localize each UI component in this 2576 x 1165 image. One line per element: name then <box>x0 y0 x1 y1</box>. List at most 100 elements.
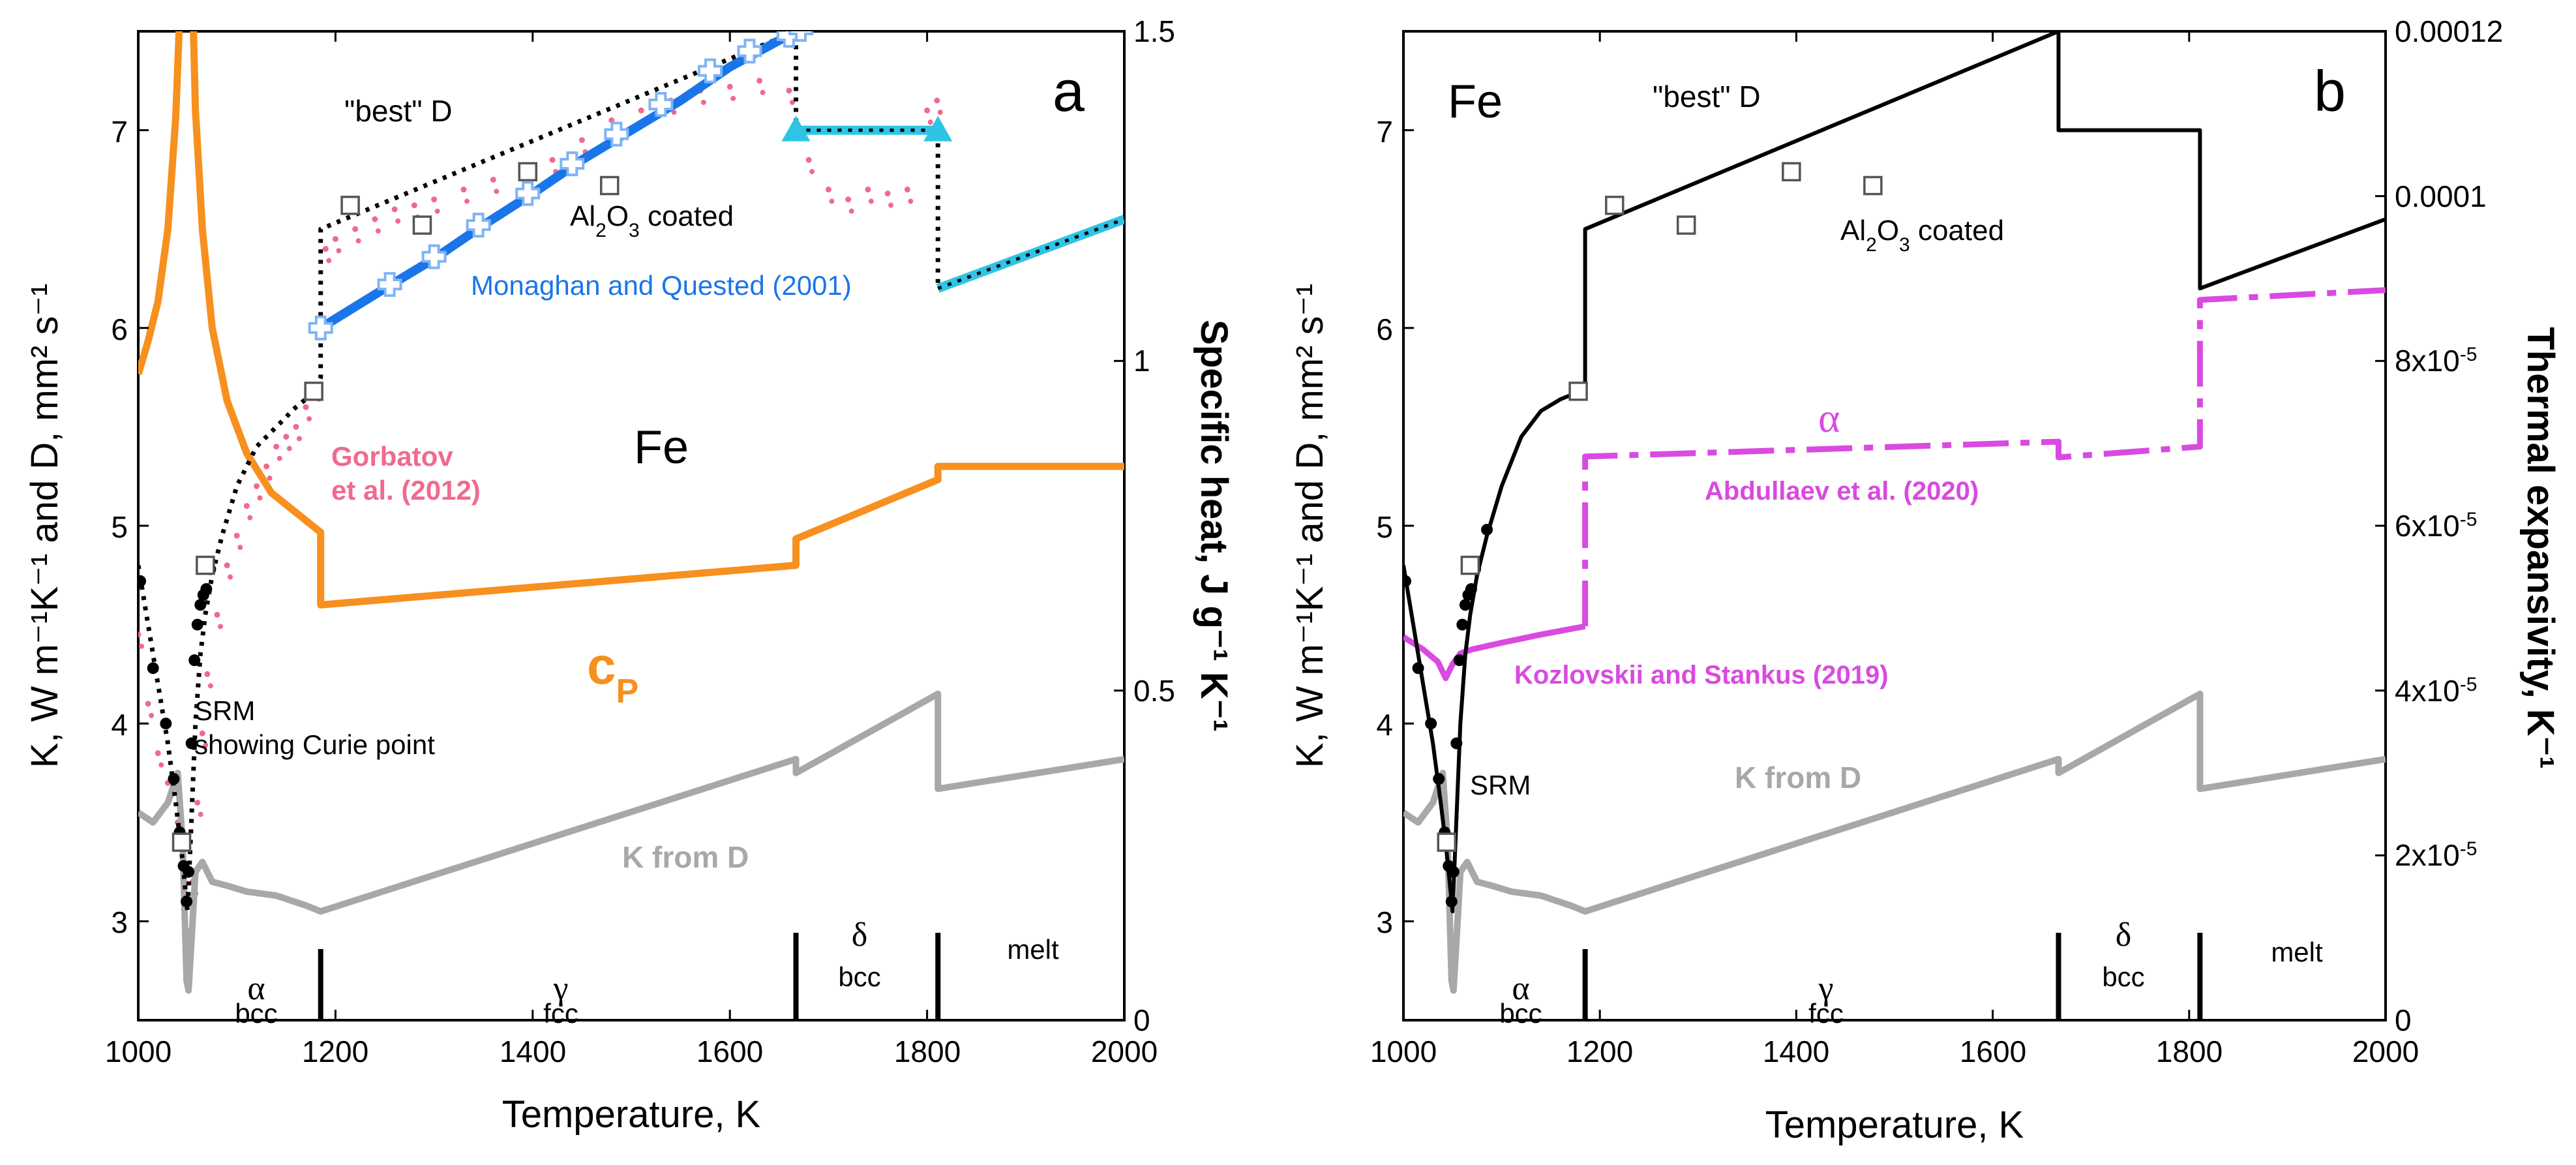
x-tick-label: 1600 <box>1960 1035 2026 1068</box>
data-point <box>760 89 766 95</box>
y-tick-label: 3 <box>1376 905 1393 939</box>
y-tick-label: 3 <box>111 905 128 939</box>
data-point <box>303 404 309 410</box>
data-point <box>1425 718 1437 730</box>
y2-tick-label: 4x10-5 <box>2395 674 2477 708</box>
panel-b-phase-labels: α bcc γ fcc δ bcc melt <box>1499 916 2323 1029</box>
y-tick-label: 6 <box>1376 312 1393 346</box>
data-point <box>243 503 250 509</box>
data-point <box>460 187 467 193</box>
data-point <box>1453 654 1465 667</box>
data-point <box>1445 896 1458 908</box>
gorbatov-label: Gorbatov <box>331 441 453 472</box>
phase-greek: γ <box>1818 970 1834 1007</box>
data-point <box>147 662 159 674</box>
al2o3-coated-label: Al2O3 coated <box>570 200 734 241</box>
x-tick-label: 1600 <box>696 1035 763 1068</box>
x-tick-label: 2000 <box>2352 1035 2419 1068</box>
panel-a-annotations: a Fe "best" D Al2O3 coated Monaghan and … <box>194 59 1085 874</box>
y2-tick-label: 1 <box>1133 344 1150 378</box>
y2-tick-label: 0.0001 <box>2395 179 2487 213</box>
x-tick-label: 1400 <box>1763 1035 1829 1068</box>
data-point <box>809 169 815 175</box>
data-point <box>789 99 795 105</box>
data-point <box>293 423 299 430</box>
panel-b-y-tick-labels: 3 4 5 6 7 <box>1376 115 1393 939</box>
data-point <box>490 176 496 183</box>
data-point <box>188 654 201 667</box>
panel-a-y-axis-label: K, W m⁻¹K⁻¹ and D, mm² s⁻¹ <box>23 284 66 768</box>
data-point <box>267 476 273 481</box>
best-d-label: "best" D <box>344 94 453 128</box>
cp-label: cP <box>587 637 638 710</box>
kozlovskii-label: Kozlovskii and Stankus (2019) <box>1514 661 1889 689</box>
data-point <box>934 97 940 104</box>
panel-a-y-tick-labels: 3 4 5 6 7 <box>111 115 128 939</box>
data-point <box>194 599 207 611</box>
data-point <box>340 196 360 215</box>
panel-b-y2-axis-label: Thermal expansivity, K⁻¹ <box>2519 327 2562 768</box>
panel-a-phase-boundaries <box>318 933 941 1019</box>
y-tick-label: 7 <box>111 115 128 149</box>
phase-name: fcc <box>1808 998 1844 1029</box>
data-point <box>884 190 891 197</box>
data-point <box>158 762 164 768</box>
data-point <box>233 532 240 539</box>
data-point <box>194 799 201 806</box>
data-point <box>326 258 332 264</box>
data-point <box>228 574 233 580</box>
x-tick-label: 1000 <box>105 1035 172 1068</box>
data-point <box>756 78 763 84</box>
data-point <box>191 618 203 631</box>
data-point <box>185 737 198 749</box>
panel-letter: a <box>1053 59 1085 123</box>
data-point <box>253 483 260 489</box>
data-point <box>1863 175 1883 196</box>
al2o3-coated-label: Al2O3 coated <box>1840 215 2004 256</box>
series-line <box>318 31 798 332</box>
panel-b-ticks <box>1402 30 2387 1021</box>
data-point <box>257 495 263 501</box>
data-point <box>304 382 323 401</box>
data-point <box>518 162 537 182</box>
monaghan-label: Monaghan and Quested (2001) <box>471 270 852 301</box>
data-point <box>138 631 142 638</box>
data-point <box>247 515 253 521</box>
data-point <box>1605 196 1625 215</box>
phase-name: bcc <box>1499 998 1542 1029</box>
data-point <box>355 238 361 244</box>
data-point <box>372 216 378 222</box>
data-point <box>204 671 211 677</box>
y-tick-label: 5 <box>111 510 128 544</box>
data-point <box>160 718 172 730</box>
data-point <box>145 701 151 707</box>
data-point <box>214 611 220 618</box>
best-d-label: "best" D <box>1653 80 1761 113</box>
series-line <box>138 31 1124 914</box>
y-tick-label: 7 <box>1376 115 1393 149</box>
srm-label: SRM <box>1470 770 1531 800</box>
phase-greek: α <box>247 970 265 1007</box>
data-point <box>1433 773 1445 785</box>
x-tick-label: 2000 <box>1091 1035 1158 1068</box>
series-line <box>138 31 1124 609</box>
panel-b-phase-boundaries <box>1582 933 2203 1019</box>
data-point <box>829 198 835 204</box>
data-point <box>196 555 215 575</box>
panel-a-y2-axis-label: Specific heat, J g⁻¹ K⁻¹ <box>1193 320 1235 732</box>
data-point <box>1460 555 1480 575</box>
phase-name: melt <box>1007 934 1059 965</box>
data-point <box>464 198 470 204</box>
panel-a-x-tick-labels: 1000 1200 1400 1600 1800 2000 <box>105 1035 1158 1068</box>
y-tick-label: 4 <box>111 708 128 742</box>
data-point <box>805 157 812 163</box>
data-point <box>352 226 359 232</box>
phase-greek: δ <box>2116 916 2132 954</box>
data-point <box>888 202 894 208</box>
data-point <box>671 110 677 115</box>
data-point <box>848 208 854 214</box>
data-point <box>434 208 440 214</box>
panel-a-series <box>138 31 1124 994</box>
data-point <box>375 228 381 234</box>
